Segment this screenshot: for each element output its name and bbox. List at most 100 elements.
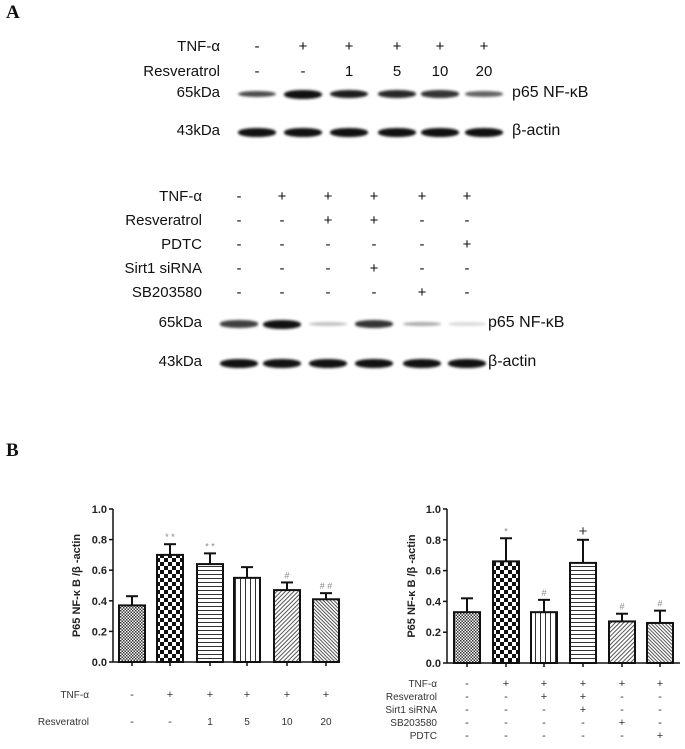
condition-label: SB203580 <box>131 284 202 301</box>
condition-value: - <box>581 717 585 729</box>
y-tick-label: 0.6 <box>426 566 441 578</box>
condition-value: + <box>344 38 354 55</box>
significance-marker: # <box>619 602 624 612</box>
blot-band <box>378 89 416 99</box>
y-axis-label: P65 NF-κ B /β -actin <box>71 534 83 638</box>
y-tick-label: 0.8 <box>426 535 441 547</box>
condition-value: + <box>657 678 663 690</box>
protein-label: p65 NF-κB <box>488 314 565 331</box>
condition-value: - <box>620 704 624 716</box>
condition-value: - <box>325 260 331 277</box>
significance-marker: # # <box>320 581 333 591</box>
significance-marker: # <box>541 588 546 598</box>
y-tick-label: 1.0 <box>426 504 441 516</box>
condition-label: Resveratrol <box>386 692 437 703</box>
condition-value: - <box>371 284 377 301</box>
condition-value: + <box>462 188 472 205</box>
y-tick-label: 0.2 <box>426 627 441 639</box>
condition-value: - <box>419 260 425 277</box>
condition-value: + <box>323 188 333 205</box>
condition-value: - <box>419 236 425 253</box>
molecular-weight-marker: 65kDa <box>176 84 220 101</box>
condition-value: + <box>277 188 287 205</box>
condition-value: - <box>464 260 470 277</box>
condition-value: - <box>300 63 306 80</box>
condition-label: PDTC <box>410 731 437 742</box>
condition-value: - <box>620 691 624 703</box>
condition-value: + <box>435 38 445 55</box>
condition-label: TNF-α <box>408 679 437 690</box>
condition-label: Resveratrol <box>143 63 220 80</box>
blot-band <box>309 322 347 326</box>
blot-band <box>238 90 276 98</box>
condition-value: - <box>279 212 285 229</box>
molecular-weight-marker: 43kDa <box>176 122 220 139</box>
condition-value: + <box>417 188 427 205</box>
blot-band <box>421 127 459 137</box>
y-tick-label: 0.4 <box>426 596 442 608</box>
condition-value: - <box>542 704 546 716</box>
condition-value: + <box>417 284 427 301</box>
blot-band <box>263 319 301 329</box>
condition-value: - <box>168 716 172 728</box>
condition-value: + <box>392 38 402 55</box>
condition-value: 20 <box>475 63 493 80</box>
blot-band <box>403 358 441 368</box>
condition-value: 10 <box>431 63 449 80</box>
condition-value: - <box>254 38 260 55</box>
condition-value: + <box>369 188 379 205</box>
condition-value: + <box>298 38 308 55</box>
condition-value: - <box>464 212 470 229</box>
y-tick-label: 0.4 <box>92 596 108 608</box>
condition-value: + <box>167 689 173 701</box>
condition-value: - <box>419 212 425 229</box>
blot-band <box>448 322 486 326</box>
condition-value: + <box>580 691 586 703</box>
protein-label: β-actin <box>488 353 537 370</box>
blot-band <box>403 322 441 326</box>
condition-label: TNF-α <box>177 38 220 55</box>
condition-value: + <box>462 236 472 253</box>
condition-value: 10 <box>281 717 293 728</box>
condition-value: + <box>323 689 329 701</box>
blot-band <box>220 320 258 328</box>
condition-label: Sirt1 siRNA <box>124 260 202 277</box>
condition-value: - <box>130 689 134 701</box>
molecular-weight-marker: 43kDa <box>158 353 202 370</box>
panel-label-b: B <box>6 440 19 461</box>
blot-band <box>465 127 503 137</box>
y-tick-label: 0.8 <box>92 535 107 547</box>
condition-value: - <box>465 730 469 742</box>
condition-value: - <box>658 691 662 703</box>
condition-value: - <box>236 260 242 277</box>
bar <box>492 560 520 664</box>
condition-value: + <box>369 212 379 229</box>
condition-value: 20 <box>320 717 332 728</box>
condition-value: 5 <box>392 63 402 80</box>
condition-value: + <box>369 260 379 277</box>
condition-value: - <box>325 284 331 301</box>
condition-value: - <box>504 717 508 729</box>
protein-label: β-actin <box>512 122 561 139</box>
bar <box>530 611 558 664</box>
blot-band <box>309 358 347 368</box>
condition-value: + <box>323 212 333 229</box>
condition-value: 5 <box>244 717 250 728</box>
condition-value: - <box>620 730 624 742</box>
condition-label: TNF-α <box>159 188 202 205</box>
y-tick-label: 1.0 <box>92 504 107 516</box>
blot-band <box>421 90 459 98</box>
western-blot-inhibitors: TNF-α - + + + + + Resveratrol - - + + - - PDTC - - - - - + Si… <box>0 170 685 380</box>
condition-value: - <box>542 717 546 729</box>
condition-value: - <box>658 704 662 716</box>
condition-value: + <box>541 678 547 690</box>
bar <box>569 561 597 664</box>
condition-value: + <box>284 689 290 701</box>
condition-value: - <box>279 260 285 277</box>
y-tick-label: 0.2 <box>92 626 107 638</box>
bar <box>233 576 261 663</box>
significance-marker: * <box>504 526 508 536</box>
blot-band <box>263 358 301 368</box>
blot-band <box>330 127 368 137</box>
condition-value: - <box>465 678 469 690</box>
